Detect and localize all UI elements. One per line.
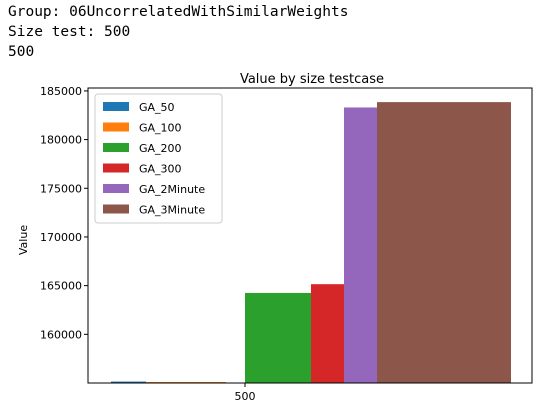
output-line-group: Group: 06UncorrelatedWithSimilarWeights <box>8 4 349 20</box>
legend-swatch <box>103 204 129 214</box>
legend-swatch <box>103 122 129 132</box>
y-tick-label: 165000 <box>40 280 82 293</box>
bar-ga-3minute <box>377 102 511 384</box>
output-line-size-test: Size test: 500 <box>8 24 131 40</box>
legend-entry: GA_100 <box>139 122 182 135</box>
legend-entry: GA_3Minute <box>139 204 205 217</box>
y-axis-label: Value <box>17 225 30 255</box>
legend: GA_50 GA_100 GA_200 GA_300 GA_2Minute GA_3Min… <box>94 93 223 224</box>
y-tick-label: 170000 <box>40 231 82 244</box>
y-tick-label: 175000 <box>40 182 82 195</box>
legend-entry: GA_2Minute <box>139 183 205 196</box>
legend-swatch <box>103 163 129 173</box>
axes-layer: 160000 165000 170000 175000 180000 185000 500 <box>40 85 533 403</box>
bar-ga-50 <box>111 381 146 383</box>
y-tick-label: 185000 <box>40 85 82 98</box>
x-tick-label: 500 <box>235 390 256 403</box>
bar-ga-200 <box>245 292 311 383</box>
bars-layer <box>111 102 511 384</box>
legend-swatch <box>103 143 129 152</box>
output-line-value: 500 <box>8 44 35 60</box>
legend-entry: GA_200 <box>139 142 182 155</box>
y-tick-label: 180000 <box>40 134 82 147</box>
legend-entry: GA_300 <box>139 163 182 176</box>
y-tick-label: 160000 <box>40 328 82 341</box>
legend-swatch <box>103 102 129 111</box>
legend-entry: GA_50 <box>139 101 175 114</box>
plot-frame <box>87 87 533 384</box>
legend-swatch <box>103 184 129 193</box>
bar-ga-2minute <box>344 107 377 383</box>
chart-title: Value by size testcase <box>240 72 384 87</box>
bar-ga-300 <box>311 284 344 383</box>
